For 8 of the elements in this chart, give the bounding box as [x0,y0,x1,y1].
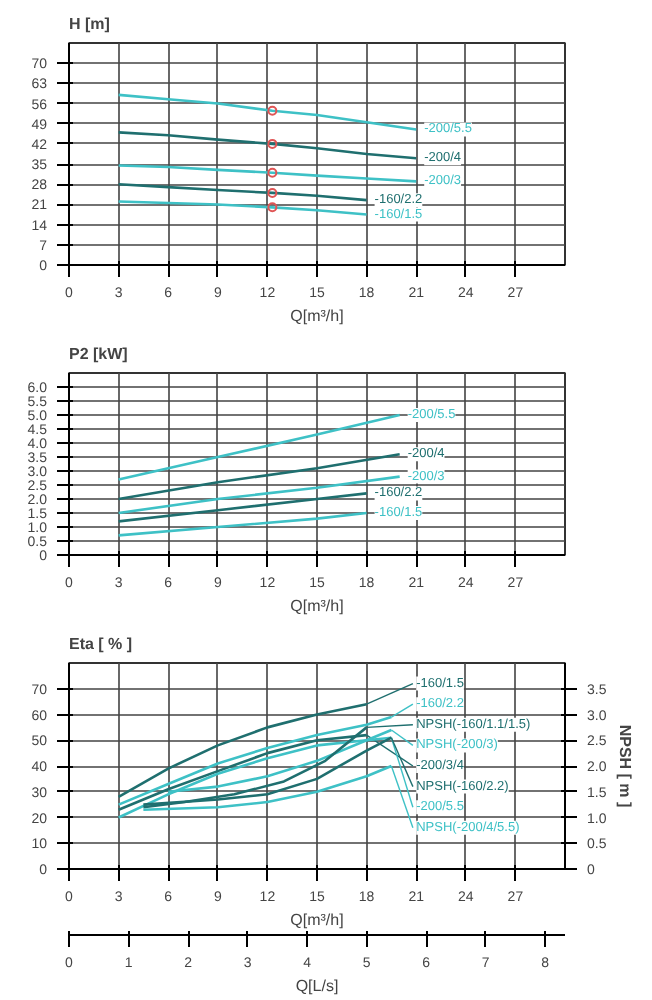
y-axis-title: Eta [ % ] [69,635,133,653]
x-axis-title: Q[m³/h] [290,307,344,325]
x-axis-title: Q[m³/h] [290,911,344,929]
y2-axis-title: NPSH [ m ] [616,724,635,809]
x2-axis-title: Q[L/s] [295,977,339,995]
x-axis-title: Q[m³/h] [290,597,344,615]
y-axis-title: P2 [kW] [69,345,129,363]
y-axis-title: H [m] [69,15,111,33]
